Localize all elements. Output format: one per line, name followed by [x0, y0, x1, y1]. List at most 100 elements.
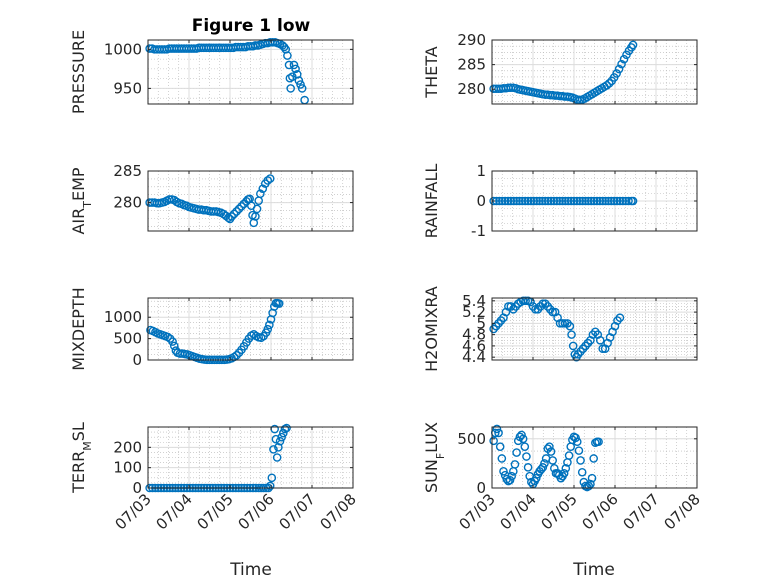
y-axis-label: RAINFALL [422, 164, 441, 239]
data-point [612, 196, 622, 206]
axes-frame [147, 426, 354, 489]
data-point [232, 350, 241, 360]
data-point [520, 442, 530, 451]
y-tick-label: 5 [476, 314, 486, 332]
data-point [275, 436, 285, 446]
y-axis-label-main: TERR [69, 451, 88, 494]
data-point [624, 196, 633, 206]
data-point [546, 196, 556, 206]
data-point [229, 209, 239, 219]
data-point [277, 432, 286, 442]
data-point [587, 473, 597, 483]
data-point [517, 430, 526, 440]
data-point [548, 307, 557, 317]
data-point [282, 423, 291, 433]
y-tick-label: 280 [113, 194, 142, 212]
y-axis-label-subscript: T [81, 201, 94, 209]
data-point [617, 59, 626, 69]
data-point [595, 196, 605, 206]
y-axis-label-subscript: M [81, 441, 94, 451]
y-tick-label: 1000 [104, 40, 142, 58]
data-point [294, 76, 304, 85]
y-tick-label: 5.2 [462, 303, 486, 321]
data-point [265, 481, 275, 491]
data-point [521, 296, 530, 306]
data-point [512, 196, 521, 206]
data-point [512, 448, 521, 457]
data-point [509, 196, 519, 206]
data-point [286, 84, 295, 93]
data-point [165, 195, 174, 204]
subplot-1: 950 1000 PRESSURE [69, 30, 354, 114]
data-point [594, 437, 603, 447]
data-point [607, 196, 616, 206]
data-point [615, 196, 625, 206]
data-point [575, 196, 585, 206]
data-point [288, 72, 297, 81]
x-axis-label-right: Time [572, 560, 615, 580]
data-point [510, 460, 520, 469]
data-point [592, 196, 602, 206]
y-tick-label: 0 [132, 479, 142, 497]
data-point [489, 196, 498, 206]
axes-frame [491, 297, 698, 361]
data-point [500, 196, 510, 206]
y-tick-label: 4.4 [462, 348, 486, 366]
data-point [234, 204, 244, 214]
data-point [538, 196, 547, 206]
data-point [577, 467, 587, 477]
y-axis-label-main: AIR [69, 208, 88, 235]
data-point [559, 468, 569, 478]
y-axis-label: THETA [422, 46, 441, 98]
data-point [543, 196, 553, 206]
y-tick-label: 1000 [104, 308, 142, 326]
data-point [581, 196, 590, 206]
data-point [604, 196, 613, 206]
y-tick-label: 1 [476, 162, 486, 180]
data-point [578, 196, 587, 206]
data-point [531, 473, 541, 483]
data-point [492, 424, 502, 434]
data-point [495, 442, 505, 451]
data-point [251, 212, 260, 221]
data-point [619, 54, 629, 64]
data-point [515, 196, 524, 206]
data-point [561, 196, 570, 206]
data-point [506, 196, 516, 206]
y-axis-label-subscript: F [434, 453, 447, 459]
data-point [523, 463, 533, 472]
data-point [589, 196, 599, 206]
data-point [628, 40, 638, 50]
data-point [284, 60, 294, 70]
data-point [535, 196, 544, 206]
data-point [237, 202, 246, 211]
data-point [274, 443, 283, 452]
data-point [586, 196, 596, 206]
data-point [552, 196, 562, 206]
y-tick-label: 4.8 [462, 326, 486, 344]
data-point [279, 42, 289, 52]
data-point [507, 471, 516, 481]
y-axis-label: SUNFLUX [422, 422, 447, 493]
y-tick-label: 280 [457, 80, 486, 98]
data-point [297, 84, 307, 93]
data-point [561, 464, 571, 473]
data-point [555, 196, 564, 206]
data-point [505, 475, 515, 485]
y-axis-label: TERRMSL [69, 422, 94, 494]
data-point [256, 189, 265, 199]
data-point [549, 196, 559, 206]
subplot-6: 4.44.64.855.25.4 H2OMIXRA [422, 286, 698, 372]
y-tick-label: 0 [476, 479, 486, 497]
data-point [274, 299, 284, 308]
data-point [532, 196, 541, 206]
y-axis-label-main: H2OMIXRA [422, 286, 441, 372]
y-tick-label: 285 [457, 56, 486, 74]
data-point [526, 196, 536, 206]
data-point [568, 341, 578, 351]
data-point [595, 335, 605, 345]
y-tick-label: 0 [476, 192, 486, 210]
data-point [494, 428, 503, 438]
data-point [518, 434, 528, 444]
